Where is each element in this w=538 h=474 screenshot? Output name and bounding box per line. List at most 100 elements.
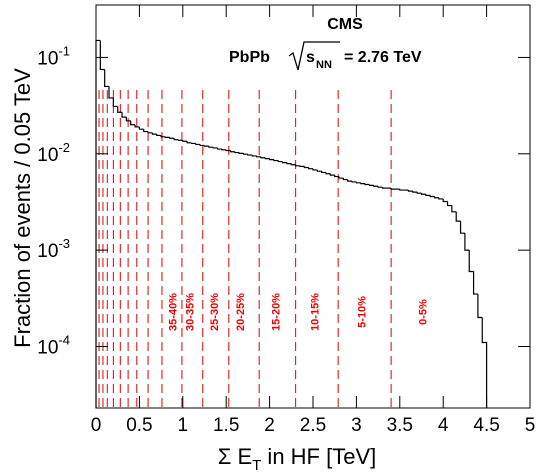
histogram-bin xyxy=(455,211,461,222)
histogram-bin xyxy=(477,294,483,319)
histogram-bin xyxy=(164,136,170,138)
histogram-bin xyxy=(182,140,188,142)
histogram-bin xyxy=(325,172,331,175)
x-label-main: Σ E xyxy=(218,444,252,469)
histogram-bin xyxy=(446,201,452,207)
histogram-bin xyxy=(355,181,361,184)
histogram-bin xyxy=(342,178,348,181)
histogram-bin xyxy=(203,145,209,147)
histogram-bin xyxy=(381,187,387,189)
histogram-bin xyxy=(247,154,253,156)
histogram-bin xyxy=(212,147,218,149)
centrality-label: 5-10% xyxy=(357,296,369,328)
histogram-bin xyxy=(238,152,244,154)
histogram-bin xyxy=(373,185,379,187)
histogram-bin xyxy=(134,124,140,128)
histogram-bin xyxy=(160,135,166,138)
y-tick-base: 10 xyxy=(37,48,58,69)
y-tick-exponent: -4 xyxy=(58,332,70,347)
histogram-bin xyxy=(234,151,240,154)
histogram-bin xyxy=(251,155,257,157)
histogram-bin xyxy=(312,168,318,171)
histogram-bin xyxy=(216,147,222,150)
histogram-bin xyxy=(169,137,175,139)
x-tick-label: 2 xyxy=(264,415,275,436)
system-label: PbPb xyxy=(229,49,270,66)
histogram-bin xyxy=(308,167,313,170)
histogram-bin xyxy=(468,250,474,273)
histogram-bin xyxy=(138,126,144,130)
histogram-bin xyxy=(151,132,157,135)
histogram-bin xyxy=(438,197,444,200)
y-tick-exponent: -3 xyxy=(58,236,70,251)
histogram-bin xyxy=(416,192,422,194)
histogram-bin xyxy=(130,120,136,126)
histogram-bin xyxy=(273,159,279,162)
histogram-bin xyxy=(425,194,431,196)
x-tick-label: 1.5 xyxy=(213,415,239,436)
histogram-bin xyxy=(190,142,196,145)
histogram-bin xyxy=(277,160,283,163)
histogram-bin xyxy=(316,169,322,172)
histogram-bin xyxy=(225,149,231,152)
y-tick-base: 10 xyxy=(37,241,58,262)
histogram-bin xyxy=(143,129,149,133)
centrality-label: 30-35% xyxy=(185,293,197,331)
sqrt-symbol: s xyxy=(306,49,315,66)
histogram-bin xyxy=(199,144,205,147)
histogram-bin xyxy=(299,165,305,167)
histogram-bin xyxy=(221,149,227,151)
histogram-bin xyxy=(433,196,439,199)
histogram-bin xyxy=(255,155,261,158)
y-tick-label: 10-1 xyxy=(37,43,70,69)
histogram-bin xyxy=(407,190,413,192)
histogram-bin xyxy=(412,191,418,193)
histogram-bin xyxy=(242,153,248,155)
histogram-bin xyxy=(377,186,383,188)
histogram-bin xyxy=(112,97,118,108)
histogram-bin xyxy=(464,233,470,251)
histogram-bin xyxy=(347,179,353,182)
y-tick-base: 10 xyxy=(37,145,58,166)
histogram-bin xyxy=(99,40,105,71)
x-tick-label: 1 xyxy=(178,415,189,436)
x-tick-label: 4.5 xyxy=(473,415,499,436)
x-tick-label: 3.5 xyxy=(387,415,413,436)
histogram-bin xyxy=(286,162,292,165)
histogram-bin xyxy=(429,195,435,198)
centrality-label: 25-30% xyxy=(209,293,221,331)
x-axis-label: Σ ET in HF [TeV] xyxy=(218,444,376,474)
histogram-bin xyxy=(364,183,370,186)
histogram-bin xyxy=(156,134,162,137)
histogram-bin xyxy=(303,166,309,169)
histogram-bin xyxy=(338,176,344,179)
centrality-label: 10-15% xyxy=(310,293,322,331)
histogram-bin xyxy=(260,156,266,159)
histogram-bin xyxy=(125,117,131,122)
centrality-label: 0-5% xyxy=(417,299,429,325)
y-tick-label: 10-4 xyxy=(37,332,70,358)
histogram-bin xyxy=(360,182,366,185)
histogram-bin xyxy=(442,198,448,203)
histogram-bin xyxy=(229,150,235,153)
histogram-bin xyxy=(459,221,465,234)
x-tick-label: 4 xyxy=(438,415,449,436)
centrality-label: 20-25% xyxy=(235,293,247,331)
x-tick-label: 5 xyxy=(525,415,536,436)
histogram-bin xyxy=(290,163,296,166)
histogram-bin xyxy=(121,112,127,118)
histogram-bin xyxy=(195,143,201,146)
y-tick-exponent: -2 xyxy=(58,140,70,155)
histogram-bin xyxy=(481,317,488,408)
histogram-bin xyxy=(329,173,335,176)
histogram-bin xyxy=(104,69,110,88)
centrality-label: 35-40% xyxy=(167,293,179,331)
y-tick-label: 10-3 xyxy=(37,236,70,262)
sqrt-subscript: NN xyxy=(316,59,332,71)
centrality-label: 15-20% xyxy=(271,293,283,331)
x-tick-label: 0 xyxy=(91,415,102,436)
x-tick-label: 0.5 xyxy=(126,415,152,436)
histogram-bin xyxy=(295,164,300,167)
histogram-bin xyxy=(117,106,123,113)
